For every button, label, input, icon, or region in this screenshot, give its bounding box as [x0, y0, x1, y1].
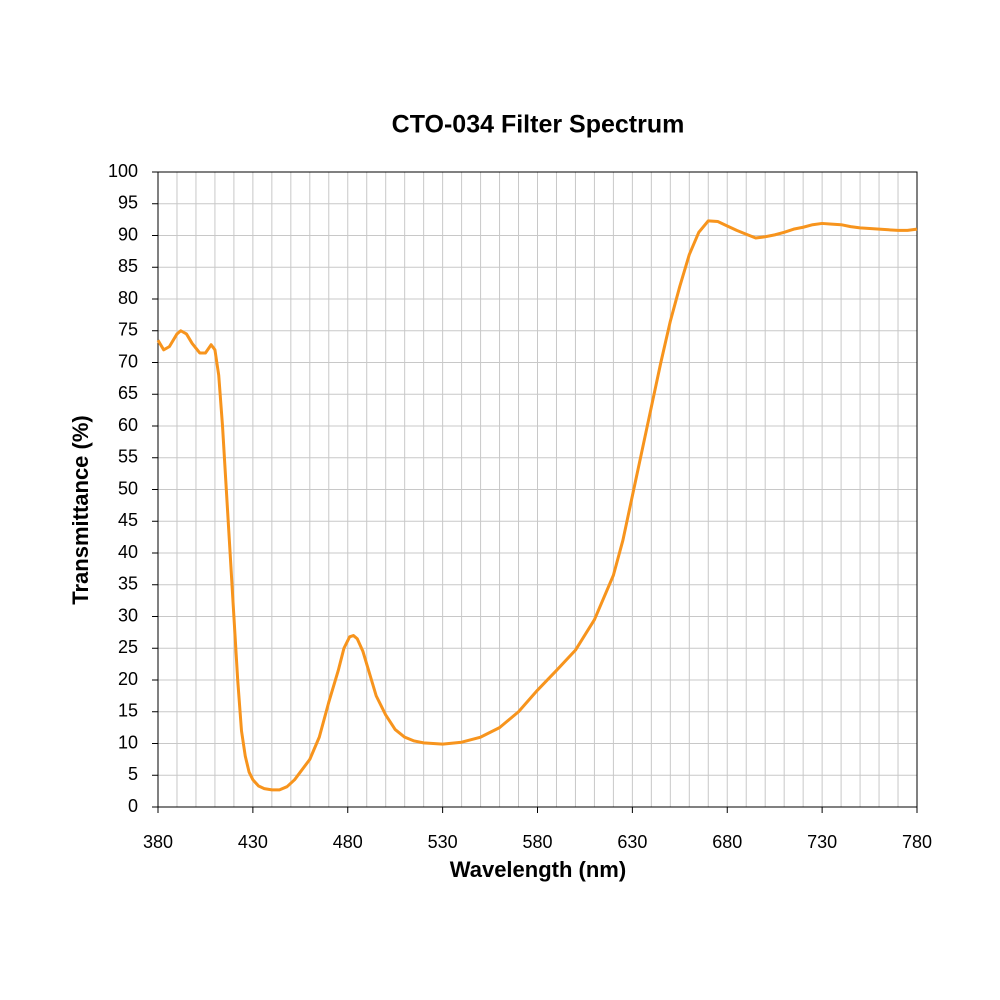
y-tick-label: 95	[118, 193, 138, 213]
y-tick-label: 100	[108, 161, 138, 181]
y-tick-label: 90	[118, 224, 138, 244]
y-tick-label: 30	[118, 605, 138, 625]
y-tick-label: 35	[118, 574, 138, 594]
y-tick-label: 25	[118, 637, 138, 657]
x-tick-label: 380	[143, 832, 173, 852]
y-tick-label: 70	[118, 351, 138, 371]
x-tick-label: 580	[522, 832, 552, 852]
y-tick-label: 10	[118, 732, 138, 752]
y-tick-label: 65	[118, 383, 138, 403]
y-tick-label: 40	[118, 542, 138, 562]
x-tick-label: 680	[712, 832, 742, 852]
x-axis-title: Wavelength (nm)	[450, 857, 626, 882]
y-tick-label: 20	[118, 669, 138, 689]
y-tick-label: 15	[118, 701, 138, 721]
y-axis-title: Transmittance (%)	[68, 415, 93, 605]
y-tick-label: 55	[118, 447, 138, 467]
y-tick-label: 0	[128, 796, 138, 816]
y-tick-label: 45	[118, 510, 138, 530]
data-line	[156, 219, 918, 792]
x-tick-label: 730	[807, 832, 837, 852]
y-tick-label: 60	[118, 415, 138, 435]
x-tick-label: 630	[617, 832, 647, 852]
x-tick-label: 430	[238, 832, 268, 852]
x-tick-label: 480	[333, 832, 363, 852]
y-tick-label: 80	[118, 288, 138, 308]
y-tick-label: 5	[128, 764, 138, 784]
y-tick-label: 50	[118, 478, 138, 498]
y-tick-label: 75	[118, 320, 138, 340]
x-tick-label: 530	[428, 832, 458, 852]
x-tick-label: 780	[902, 832, 932, 852]
plot-border	[157, 171, 918, 808]
chart-title: CTO-034 Filter Spectrum	[392, 111, 685, 139]
y-tick-label: 85	[118, 256, 138, 276]
